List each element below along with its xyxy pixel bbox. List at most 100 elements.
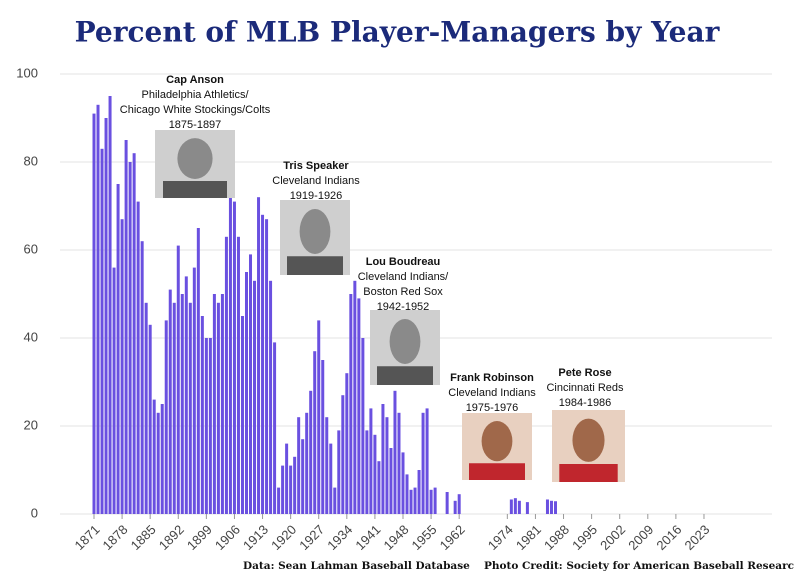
bar — [257, 197, 261, 514]
bar — [341, 395, 345, 514]
x-tick-label: 1974 — [485, 522, 516, 553]
bar — [285, 443, 289, 514]
y-tick-label: 60 — [24, 241, 38, 256]
annotation-line: Cleveland Indians/ — [358, 271, 449, 283]
x-tick-label: 1892 — [156, 522, 187, 553]
bar — [329, 443, 333, 514]
bar — [425, 408, 429, 514]
bar — [261, 214, 265, 515]
bar — [204, 338, 208, 514]
bar — [120, 219, 124, 514]
bar — [397, 412, 401, 514]
x-tick-label: 2009 — [625, 522, 656, 553]
bar — [112, 267, 116, 514]
bar — [553, 501, 557, 514]
bar — [156, 412, 160, 514]
x-tick-label: 1906 — [212, 522, 243, 553]
bar — [232, 201, 236, 514]
x-tick-label: 1941 — [352, 522, 383, 553]
annotation-line: 1942-1952 — [377, 301, 430, 313]
bar — [116, 184, 120, 514]
bar — [180, 294, 184, 514]
bar — [128, 162, 132, 514]
bar — [188, 302, 192, 514]
photo-body — [163, 181, 227, 198]
bar — [333, 487, 337, 514]
annotation-line: Cleveland Indians — [448, 387, 536, 399]
x-tick-label: 1878 — [100, 522, 131, 553]
bar — [301, 439, 305, 514]
x-tick-label: 1948 — [380, 522, 411, 553]
x-tick-label: 1934 — [324, 522, 355, 553]
bar — [421, 412, 425, 514]
photo-head — [572, 418, 605, 462]
photo-body — [559, 464, 618, 482]
footer-credit: Photo Credit: Society for American Baseb… — [484, 560, 794, 572]
bar — [192, 267, 196, 514]
x-tick-label: 1995 — [569, 522, 600, 553]
bar — [525, 502, 529, 514]
bar — [244, 272, 248, 514]
bar — [393, 390, 397, 514]
annotation-line: 1919-1926 — [290, 190, 343, 202]
annotation-line: Boston Red Sox — [363, 286, 443, 298]
bar — [176, 245, 180, 514]
photo-body — [377, 366, 433, 385]
bar — [265, 219, 269, 514]
x-tick-label: 1913 — [240, 522, 271, 553]
annotation-line: Chicago White Stockings/Colts — [120, 104, 271, 116]
bar — [100, 148, 104, 515]
x-tick-label: 2002 — [597, 522, 628, 553]
x-tick-label: 2016 — [653, 522, 684, 553]
bar — [377, 461, 381, 514]
y-tick-label: 20 — [24, 417, 38, 432]
x-tick-label: 1920 — [268, 522, 299, 553]
footer-source: Data: Sean Lahman Baseball Database — [243, 560, 470, 572]
bar — [321, 360, 325, 514]
annotation-title: Frank Robinson — [450, 372, 534, 384]
bar — [361, 338, 365, 514]
y-tick-label: 0 — [31, 505, 38, 520]
bar — [140, 241, 144, 514]
x-tick-label: 1962 — [437, 522, 468, 553]
photo-head — [299, 209, 331, 254]
bar — [373, 434, 377, 514]
bar — [240, 316, 244, 514]
bar — [160, 404, 164, 514]
bar — [517, 500, 521, 514]
bar — [349, 294, 353, 514]
x-tick-label: 1955 — [409, 522, 440, 553]
bar — [168, 289, 172, 514]
bar — [92, 113, 96, 514]
annotation-line: 1875-1897 — [169, 119, 222, 131]
bar — [148, 324, 152, 514]
annotation-line: 1975-1976 — [466, 402, 519, 414]
bar — [369, 408, 373, 514]
bar — [453, 500, 457, 514]
bar — [172, 302, 176, 514]
bar — [249, 254, 253, 514]
bar — [164, 320, 168, 514]
bar — [297, 417, 301, 514]
bar — [136, 201, 140, 514]
x-tick-label: 2023 — [681, 522, 712, 553]
bar — [184, 276, 188, 514]
bar — [152, 399, 156, 514]
bar — [305, 412, 309, 514]
bar — [216, 302, 220, 514]
bar — [509, 499, 513, 514]
bar — [429, 489, 433, 514]
bar — [405, 474, 409, 514]
bar — [220, 294, 224, 514]
bar — [253, 280, 257, 514]
x-tick-label: 1981 — [513, 522, 544, 553]
bar — [409, 489, 413, 514]
bar — [309, 390, 313, 514]
bar — [545, 499, 549, 514]
bar — [281, 465, 285, 514]
bar — [549, 500, 553, 514]
bar — [196, 228, 200, 514]
photo-body — [469, 463, 525, 480]
annotation-title: Lou Boudreau — [366, 256, 441, 268]
bar — [357, 298, 361, 514]
